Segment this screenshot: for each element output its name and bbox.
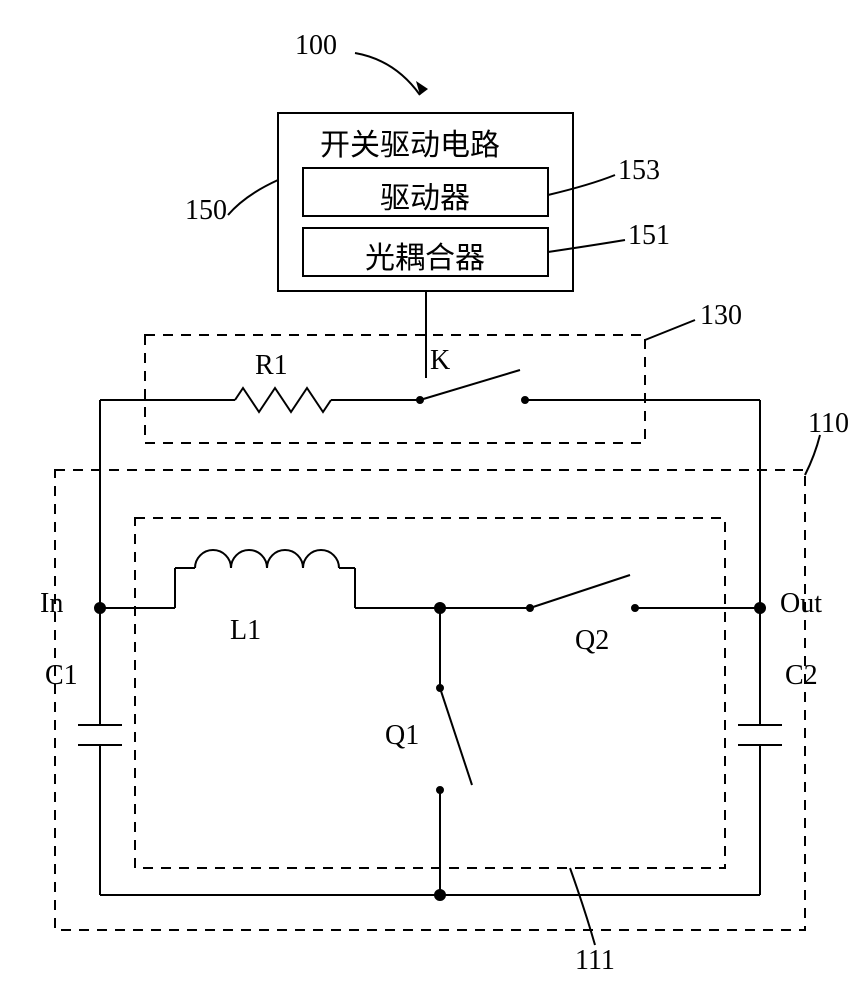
ref-151: 151 — [628, 220, 670, 252]
ref-130: 130 — [700, 300, 742, 332]
label-q2: Q2 — [575, 625, 609, 657]
ref-110: 110 — [808, 408, 849, 440]
ref-111: 111 — [575, 945, 615, 977]
circuit-diagram: 100 开关驱动电路 驱动器 光耦合器 150 153 151 130 110 … — [0, 0, 863, 1000]
label-l1: L1 — [230, 615, 261, 647]
ref-153: 153 — [618, 155, 660, 187]
label-r1: R1 — [255, 350, 288, 382]
label-driver: 驱动器 — [380, 173, 470, 217]
label-switch-drive-circuit: 开关驱动电路 — [320, 120, 500, 164]
label-k: K — [430, 345, 450, 377]
label-c2: C2 — [785, 660, 818, 692]
label-optocoupler: 光耦合器 — [365, 233, 485, 277]
label-in: In — [40, 588, 63, 620]
label-out: Out — [780, 588, 822, 620]
label-c1: C1 — [45, 660, 78, 692]
ref-150: 150 — [185, 195, 227, 227]
label-q1: Q1 — [385, 720, 419, 752]
ref-100: 100 — [295, 30, 337, 62]
